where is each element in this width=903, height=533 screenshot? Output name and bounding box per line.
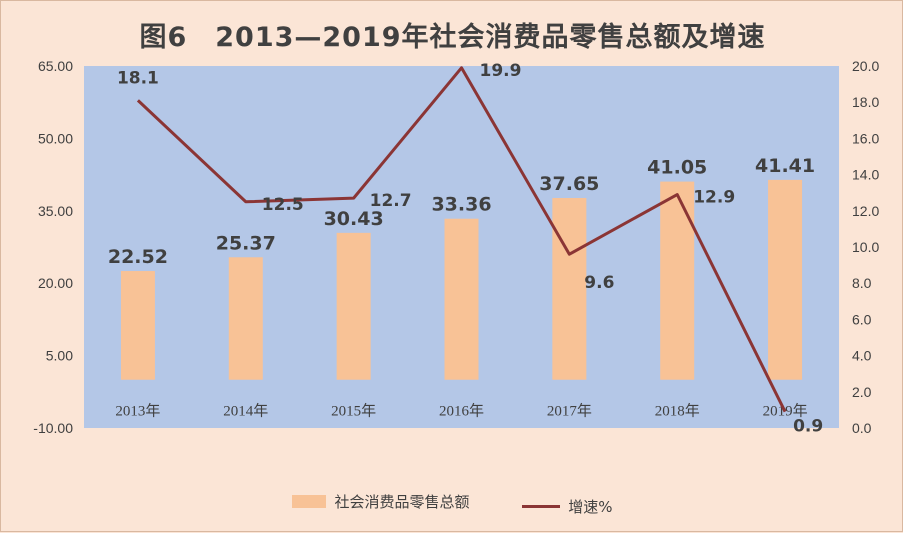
legend: 社会消费品零售总额 增速% bbox=[1, 491, 903, 517]
bar-0 bbox=[120, 271, 155, 380]
legend-item-line: 增速% bbox=[522, 496, 613, 517]
y-left-tick-0: 65.00 bbox=[38, 58, 73, 74]
line-label-3: 19.9 bbox=[480, 61, 522, 81]
bar-4 bbox=[552, 198, 587, 380]
y-right-tick-7: 6.0 bbox=[852, 311, 872, 327]
legend-label-line: 增速% bbox=[568, 498, 613, 516]
y-right-tick-4: 12.0 bbox=[852, 203, 879, 219]
y-left-tick-4: 5.00 bbox=[46, 348, 73, 364]
y-right-tick-8: 4.0 bbox=[852, 348, 872, 364]
line-label-1: 12.5 bbox=[262, 195, 304, 215]
y-left-tick-1: 50.00 bbox=[38, 130, 73, 146]
category-label-0: 2013年 bbox=[115, 403, 160, 420]
y-right-tick-5: 10.0 bbox=[852, 239, 879, 255]
y-left-tick-3: 20.00 bbox=[38, 275, 73, 291]
category-label-3: 2016年 bbox=[439, 403, 484, 420]
bar-label-5: 41.05 bbox=[647, 157, 707, 179]
y-right-tick-3: 14.0 bbox=[852, 167, 879, 183]
line-label-4: 9.6 bbox=[584, 273, 614, 293]
bar-label-2: 30.43 bbox=[324, 208, 384, 230]
legend-item-bar: 社会消费品零售总额 bbox=[292, 491, 469, 512]
y-right-tick-10: 0.0 bbox=[852, 420, 872, 436]
bar-1 bbox=[228, 257, 263, 380]
bar-label-1: 25.37 bbox=[216, 232, 276, 254]
line-label-6: 0.9 bbox=[793, 417, 823, 437]
y-right-tick-1: 18.0 bbox=[852, 94, 879, 110]
chart-title: 图6 2013—2019年社会消费品零售总额及增速 bbox=[139, 22, 766, 53]
bar-label-3: 33.36 bbox=[431, 194, 491, 216]
growth-line bbox=[136, 66, 787, 413]
legend-swatch-bar bbox=[292, 495, 327, 508]
legend-swatch-line bbox=[522, 505, 561, 508]
bar-label-0: 22.52 bbox=[108, 246, 168, 268]
y-right-tick-6: 8.0 bbox=[852, 275, 872, 291]
legend-label-bar: 社会消费品零售总额 bbox=[334, 493, 470, 511]
y-left-tick-2: 35.00 bbox=[38, 203, 73, 219]
y-right-tick-2: 16.0 bbox=[852, 130, 879, 146]
category-label-4: 2017年 bbox=[547, 403, 592, 420]
category-label-5: 2018年 bbox=[655, 403, 700, 420]
line-label-0: 18.1 bbox=[117, 68, 159, 88]
category-label-1: 2014年 bbox=[223, 403, 268, 420]
line-label-5: 12.9 bbox=[693, 188, 735, 208]
category-label-2: 2015年 bbox=[331, 403, 376, 420]
bar-label-6: 41.41 bbox=[755, 155, 815, 177]
y-right-tick-0: 20.0 bbox=[852, 58, 879, 74]
bar-2 bbox=[336, 232, 371, 380]
y-left-tick-5: -10.00 bbox=[33, 420, 73, 436]
y-right-tick-9: 2.0 bbox=[852, 384, 872, 400]
bar-6 bbox=[768, 179, 803, 380]
bar-label-4: 37.65 bbox=[539, 173, 599, 195]
bar-5 bbox=[660, 181, 695, 380]
line-label-2: 12.7 bbox=[370, 191, 412, 211]
bar-3 bbox=[444, 218, 479, 380]
